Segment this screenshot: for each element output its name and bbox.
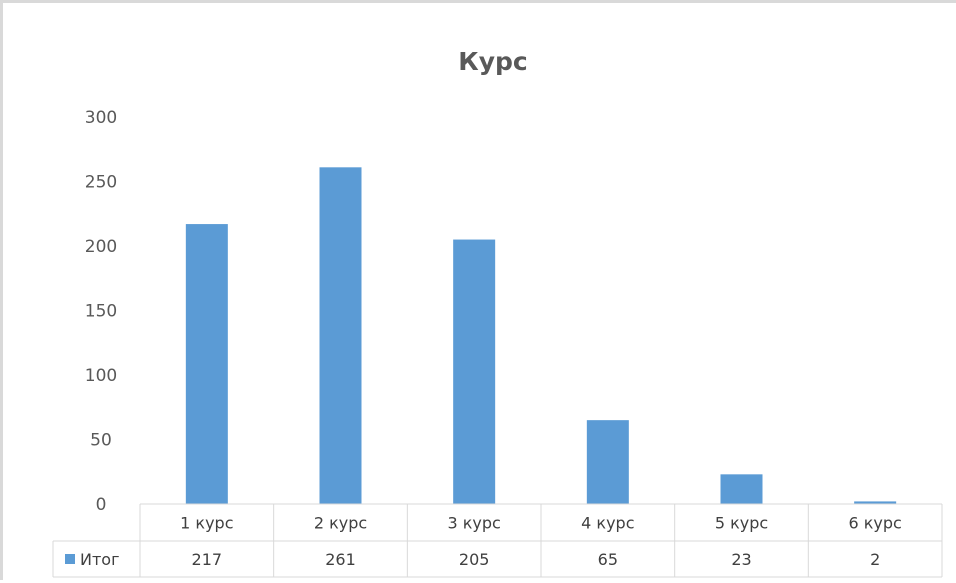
data-label-6: 2 — [870, 550, 880, 569]
bar-2 — [319, 167, 362, 504]
data-table: 1 курс 217 2 курс 261 3 курс 205 4 курс 65 5 кур… — [52, 503, 943, 578]
data-label-3: 205 — [459, 550, 490, 569]
bar-4 — [586, 420, 629, 504]
category-label-1: 1 курс — [180, 514, 233, 533]
data-label-5: 23 — [731, 550, 751, 569]
y-tick-label-0: 0 — [96, 495, 107, 515]
legend-label: Итог — [80, 550, 119, 569]
data-label-1: 217 — [192, 550, 223, 569]
data-label-2: 261 — [325, 550, 356, 569]
bar-6 — [854, 501, 897, 504]
y-tick-label-50: 50 — [90, 431, 112, 451]
y-tick-label-150: 150 — [85, 302, 117, 322]
category-label-4: 4 курс — [581, 514, 634, 533]
data-label-4: 65 — [598, 550, 618, 569]
category-label-6: 6 курс — [848, 514, 901, 533]
category-label-2: 2 курс — [314, 514, 367, 533]
y-tick-label-100: 100 — [85, 366, 117, 386]
y-tick-label-200: 200 — [85, 237, 117, 257]
category-label-5: 5 курс — [715, 514, 768, 533]
bars — [185, 167, 897, 505]
bar-3 — [453, 239, 496, 505]
bar-5 — [720, 474, 763, 504]
y-tick-label-250: 250 — [85, 173, 117, 193]
y-axis-labels: 0 50 100 150 200 250 300 — [85, 108, 117, 515]
legend-swatch — [65, 554, 75, 564]
chart-title: Курс — [458, 47, 527, 76]
bar-1 — [185, 224, 228, 504]
chart-svg: Курс 0 50 100 150 200 250 300 1 курс 217 2 курс 2… — [52, 47, 943, 578]
category-label-3: 3 курс — [447, 514, 500, 533]
y-tick-label-300: 300 — [85, 108, 117, 128]
